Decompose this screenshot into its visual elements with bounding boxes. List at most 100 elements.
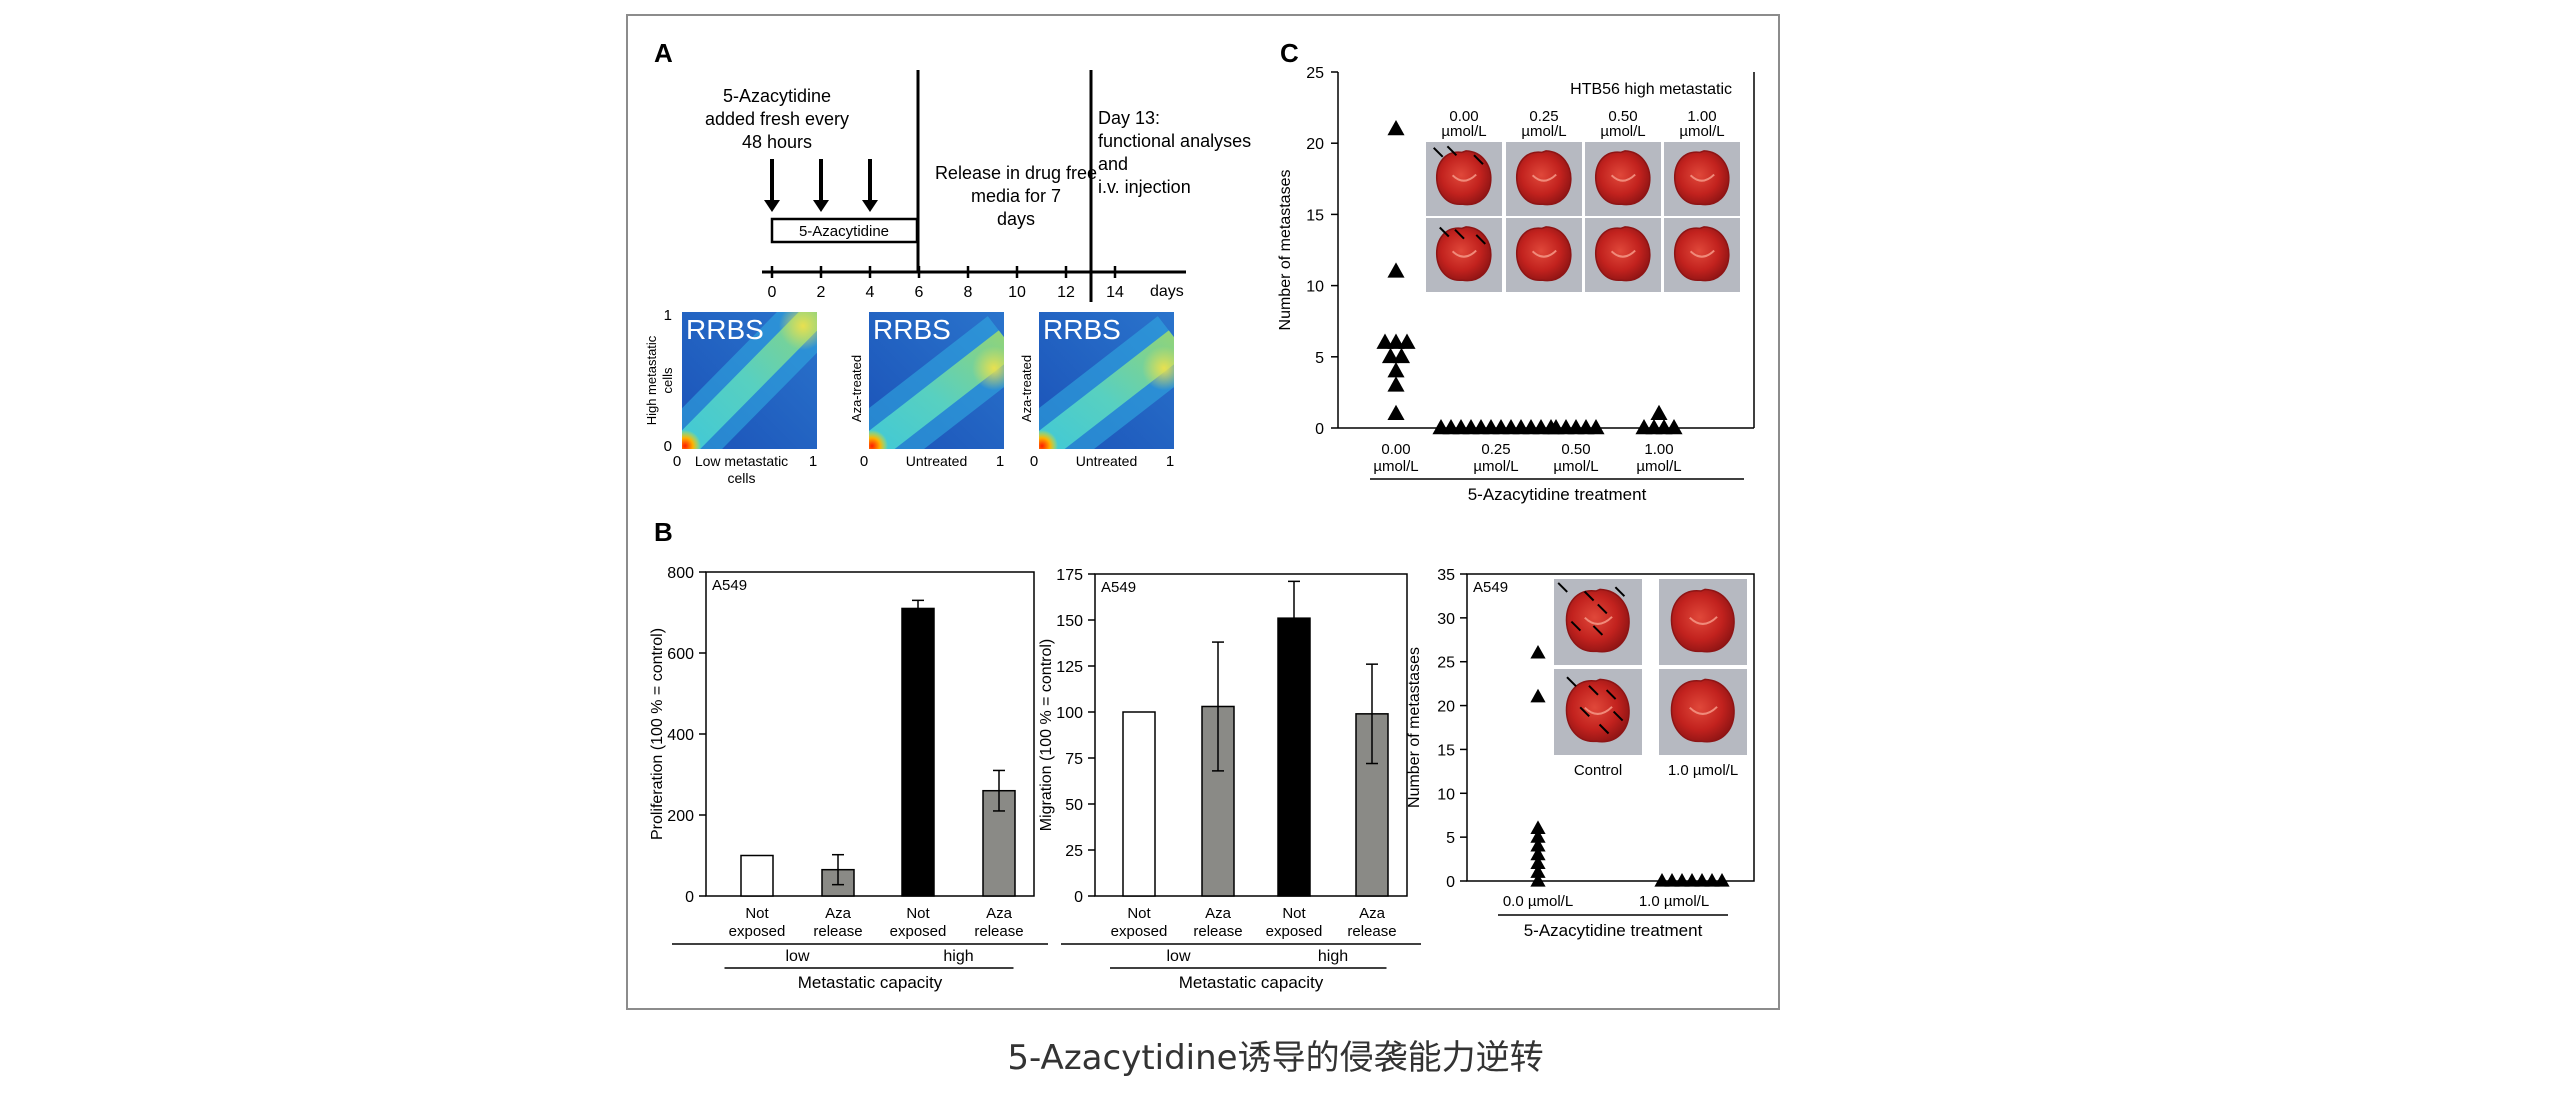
data-point (1387, 404, 1405, 421)
data-point (1387, 119, 1405, 136)
drug-box-label: 5-Azacytidine (799, 223, 889, 240)
data-point (1674, 873, 1690, 887)
lung-highlight (1689, 173, 1715, 182)
timeline-ticks: 0 2 4 6 8 10 12 14 (768, 266, 1124, 301)
data-point (1530, 873, 1546, 887)
lung-tissue (1594, 226, 1651, 282)
plot-frame (1466, 573, 1755, 882)
x-category-line1: Not (1282, 905, 1306, 922)
data-point (1376, 333, 1394, 349)
heatmap-ylabel-line1: High metastatic (644, 335, 659, 425)
panel-a: A 5-Azacytidine added fresh every 48 hours… (644, 38, 1251, 486)
metastasis-arrow (1439, 226, 1450, 238)
y-tick-label: 30 (1437, 611, 1455, 628)
heatmap-xmax: 1 (809, 453, 817, 470)
lung-highlight (1610, 249, 1636, 258)
x-category-line1: Aza (825, 905, 852, 922)
x-category-label: 0.0 µmol/L (1503, 893, 1573, 910)
cell-line-label: A549 (712, 577, 747, 594)
y-axis-label: Migration (100 % = control) (1038, 639, 1055, 832)
x-category-line1: Aza (1359, 905, 1386, 922)
lung-highlight (1610, 173, 1636, 182)
data-point (1665, 419, 1683, 435)
data-point (1530, 820, 1546, 834)
data-point (1654, 873, 1670, 887)
data-point (1704, 873, 1720, 887)
lung-photo (1585, 142, 1661, 216)
heatmap-tag: RRBS (873, 314, 951, 345)
x-axis-label: Metastatic capacity (798, 973, 943, 992)
inset-label-unit: µmol/L (1679, 123, 1724, 140)
inset-photos: Control 1.0 µmol/L (1554, 579, 1747, 779)
lung-photo (1554, 579, 1642, 665)
lung-tissue (1435, 150, 1492, 206)
lung-highlight (1531, 173, 1557, 182)
lung-tissue (1594, 150, 1651, 206)
lung-photo (1426, 142, 1502, 216)
data-point (1392, 347, 1411, 364)
x-category-line2: release (974, 923, 1023, 940)
panel-c-label: C (1280, 38, 1299, 68)
data-point (1530, 829, 1546, 843)
group-label: low (1166, 948, 1190, 965)
x-category-unit: µmol/L (1373, 458, 1418, 475)
metastasis-arrow (1473, 154, 1484, 165)
x-category-unit: µmol/L (1473, 458, 1518, 475)
dose-arrows (764, 159, 878, 212)
x-category-line2: release (813, 923, 862, 940)
lung-tissue (1670, 588, 1735, 653)
chart-migration: A549 0 25 50 75 100 125 150 175 Migration (100 % … (1038, 567, 1421, 992)
x-category-unit: µmol/L (1636, 458, 1681, 475)
day13-note: Day 13: functional analyses and i.v. inject… (1098, 108, 1251, 197)
x-category-value: 1.00 (1644, 441, 1673, 458)
x-category-line2: exposed (729, 923, 786, 940)
y-tick-label: 0 (1315, 421, 1324, 438)
data-point (1387, 262, 1405, 278)
inset-label-unit: µmol/L (1600, 123, 1645, 140)
bar (901, 607, 935, 897)
lung-highlight (1531, 249, 1557, 258)
chart-a549-metastases: A549 0 5 10 15 20 25 30 35 Number of metastases 0.… (1406, 567, 1755, 940)
lung-tissue (1673, 150, 1730, 206)
rrbs-heatmap: RRBS 0 1 Aza-treated Untreated (849, 312, 1004, 470)
figure-caption: 5-Azacytidine诱导的侵袭能力逆转 (1007, 1038, 1544, 1078)
data-point (1387, 376, 1405, 392)
lung-highlight (1584, 706, 1613, 715)
x-category-value: 0.00 (1381, 441, 1410, 458)
data-point (1530, 688, 1546, 703)
metastasis-arrow (1570, 620, 1582, 632)
lung-tissue (1515, 150, 1572, 206)
y-tick-label: 75 (1065, 751, 1083, 768)
bar (1277, 617, 1311, 897)
heatmap-xlabel-line2: cells (727, 470, 755, 486)
heatmap-high-density (1142, 346, 1174, 391)
y-tick-label: 0 (1074, 889, 1083, 906)
data-point (1664, 873, 1680, 887)
panel-b-label: B (654, 517, 673, 547)
group-label: high (943, 948, 973, 965)
y-tick-label: 150 (1056, 613, 1083, 630)
lung-photo (1585, 218, 1661, 292)
lung-tissue (1565, 678, 1630, 743)
timeline-tick-label: 12 (1057, 284, 1075, 301)
metastasis-arrow (1597, 603, 1608, 615)
y-tick-label: 15 (1306, 207, 1324, 224)
data-point (1530, 644, 1546, 659)
lung-photo (1426, 218, 1502, 292)
lung-tissue (1673, 226, 1730, 282)
bar (1122, 711, 1156, 897)
metastasis-arrow (1454, 229, 1465, 240)
y-tick-label: 15 (1437, 742, 1455, 759)
chart-proliferation: A549 0 200 400 600 800 Proliferation (100 % = … (649, 565, 1048, 992)
rrbs-heatmap: RRBS 0 1 Aza-treated Untreated (1019, 312, 1174, 470)
y-tick-label: 20 (1306, 136, 1324, 153)
lung-tissue (1670, 678, 1735, 743)
metastasis-arrow (1614, 586, 1626, 597)
timeline-tick-label: 4 (866, 284, 875, 301)
x-category-label: 1.0 µmol/L (1639, 893, 1709, 910)
plot-frame (1094, 573, 1408, 897)
